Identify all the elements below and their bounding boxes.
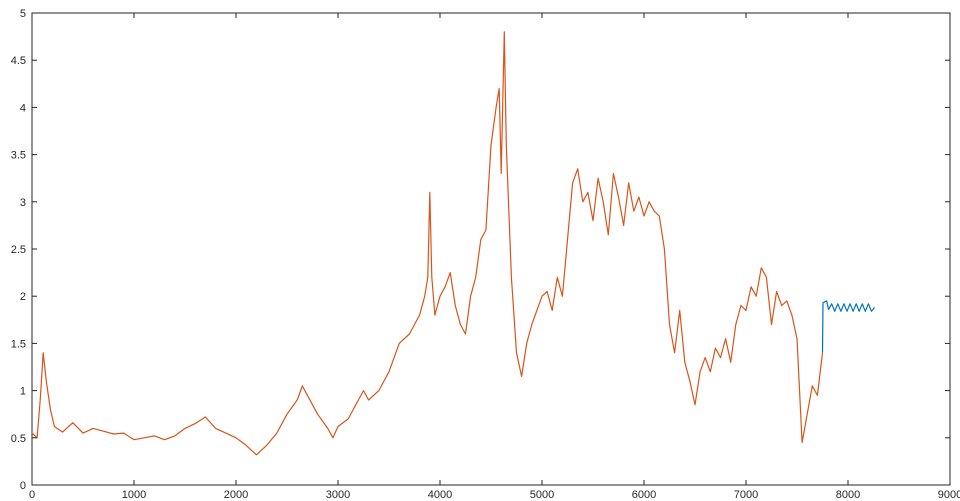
x-tick-label: 1000	[122, 489, 146, 501]
y-tick-label: 2	[20, 291, 26, 303]
series-line-1	[31, 31, 824, 456]
x-tick-label: 8000	[836, 489, 860, 501]
x-axis: 0 1000 2000 3000 4000 5000 6000 7000 8000 9000	[29, 13, 960, 501]
x-tick-label: 9000	[938, 489, 960, 501]
series-layer	[31, 31, 875, 456]
y-axis: 0 0.5 1 1.5 2 2.5 3 3.5 4 4.5 5	[11, 8, 950, 492]
x-tick-label: 0	[29, 489, 35, 501]
y-tick-label: 3	[20, 197, 26, 209]
y-tick-label: 4.5	[11, 55, 26, 67]
x-tick-label: 6000	[632, 489, 656, 501]
series-line-2	[821, 300, 875, 353]
y-tick-label: 0.5	[11, 433, 26, 445]
y-tick-label: 3.5	[11, 150, 26, 162]
y-tick-label: 1.5	[11, 338, 26, 350]
x-tick-label: 7000	[734, 489, 758, 501]
x-tick-label: 3000	[326, 489, 350, 501]
y-tick-label: 0	[20, 480, 26, 492]
y-tick-label: 5	[20, 8, 26, 20]
x-tick-label: 2000	[224, 489, 248, 501]
y-tick-label: 1	[20, 386, 26, 398]
y-tick-label: 4	[20, 102, 26, 114]
x-tick-label: 5000	[530, 489, 554, 501]
y-tick-label: 2.5	[11, 244, 26, 256]
plot-area	[31, 12, 951, 486]
x-tick-label: 4000	[428, 489, 452, 501]
